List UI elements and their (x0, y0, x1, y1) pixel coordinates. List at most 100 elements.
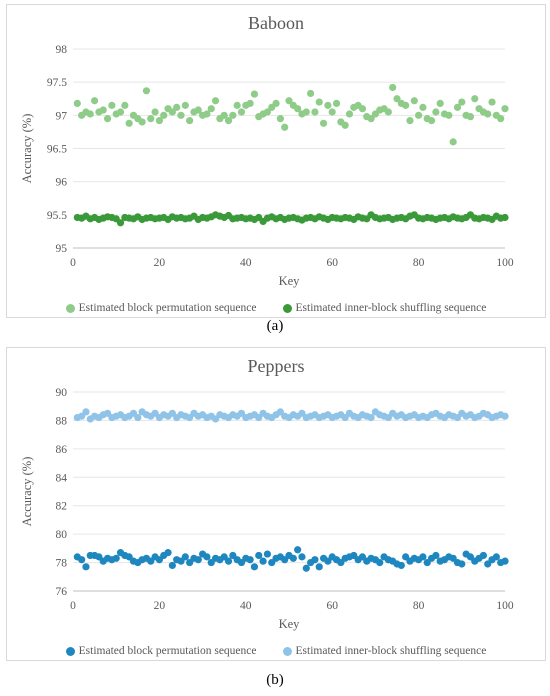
chart-panel-peppers: Peppers 76 78 80 82 84 86 88 90 0 20 40 60 80 100 Key Ac… (6, 347, 546, 661)
y-tick-label: 86 (56, 444, 68, 456)
y-tick-label: 90 (56, 387, 68, 399)
data-point (285, 97, 293, 105)
legend-marker-icon (65, 646, 75, 656)
data-point (220, 111, 228, 119)
data-point (393, 95, 401, 103)
x-axis-label: Key (279, 617, 301, 631)
data-point (82, 408, 90, 416)
legend-label: Estimated inner-block shuffling sequence (295, 302, 487, 314)
data-point (86, 110, 94, 118)
chart-svg-baboon: Baboon 95 95.5 96 96.5 97 97.5 98 0 20 40 60 80 100 Ke… (20, 13, 514, 288)
x-tick-label: 40 (240, 257, 252, 269)
y-axis-label: Accuracy (%) (20, 457, 34, 527)
data-point (410, 97, 418, 105)
data-point (224, 117, 233, 125)
data-point (246, 99, 254, 107)
data-point (501, 557, 509, 565)
data-point (488, 98, 496, 106)
data-point (263, 550, 271, 558)
data-point (436, 99, 444, 107)
legend-entry: Estimated block permutation sequence (65, 645, 257, 657)
legend-label: Estimated block permutation sequence (78, 645, 257, 657)
x-tick-label: 80 (413, 600, 425, 612)
x-tick-label: 0 (70, 257, 76, 269)
data-point (255, 551, 263, 560)
legend-marker-icon (282, 303, 292, 313)
y-tick-label: 88 (56, 415, 68, 427)
legend-entry: Estimated inner-block shuffling sequence (282, 302, 487, 314)
data-point (125, 119, 133, 127)
data-point (181, 553, 189, 561)
data-point (501, 105, 509, 113)
data-point (419, 103, 427, 111)
data-point (116, 219, 125, 227)
data-point (168, 561, 176, 570)
data-point (263, 108, 271, 116)
data-point (181, 101, 189, 109)
y-tick-label: 84 (56, 472, 68, 484)
y-tick-label: 95.5 (47, 210, 67, 222)
data-point (294, 546, 302, 554)
x-tick-label: 0 (70, 600, 76, 612)
data-point (345, 110, 354, 118)
data-point (406, 117, 414, 125)
legend-label: Estimated inner-block shuffling sequence (295, 645, 487, 657)
y-tick-label: 96 (56, 177, 68, 189)
data-point (453, 103, 462, 111)
data-point (155, 117, 163, 125)
data-point (419, 553, 427, 561)
data-point (458, 560, 466, 568)
legend-entry: Estimated inner-block shuffling sequence (282, 645, 487, 657)
data-point (466, 113, 475, 121)
data-point (147, 115, 155, 123)
data-point (250, 90, 259, 98)
data-point (324, 101, 332, 109)
data-point (432, 551, 440, 560)
data-point (501, 213, 509, 222)
x-tick-label: 60 (326, 600, 338, 612)
data-point (281, 123, 289, 131)
data-point (168, 108, 176, 116)
y-tick-label: 97 (56, 110, 68, 122)
data-point (121, 101, 129, 109)
chart-svg-peppers: Peppers 76 78 80 82 84 86 88 90 0 20 40 60 80 100 Key Ac… (20, 356, 514, 631)
data-point (246, 556, 254, 564)
data-point (250, 563, 259, 571)
data-point (186, 117, 194, 125)
data-point (367, 413, 375, 422)
data-point (177, 111, 185, 119)
data-point (134, 413, 142, 422)
data-point (207, 105, 215, 113)
data-point (211, 97, 220, 105)
data-point (259, 557, 267, 565)
chart-title: Peppers (248, 356, 305, 376)
y-tick-label: 95 (56, 243, 68, 255)
legend-marker-icon (65, 303, 75, 313)
data-point (302, 108, 310, 116)
legend-marker-icon (282, 646, 292, 656)
x-tick-label: 100 (496, 257, 514, 269)
data-point (138, 118, 146, 126)
legend-baboon: Estimated block permutation sequence Esti… (7, 302, 545, 314)
data-point (294, 105, 302, 113)
data-point (194, 556, 202, 564)
data-point (315, 563, 323, 571)
x-tick-label: 100 (496, 600, 514, 612)
data-point (341, 121, 349, 129)
data-point (160, 111, 168, 119)
data-point (471, 95, 479, 103)
data-point (229, 111, 237, 119)
data-point (492, 553, 500, 561)
data-point (237, 108, 246, 116)
y-tick-label: 97.5 (47, 77, 67, 89)
x-tick-label: 60 (326, 257, 338, 269)
data-point (112, 554, 120, 562)
data-point (384, 108, 392, 116)
data-point (328, 108, 336, 116)
data-point (479, 551, 487, 560)
caption-a: (a) (266, 318, 284, 334)
data-point (311, 108, 319, 116)
data-point (82, 563, 90, 571)
data-point (116, 108, 125, 116)
data-point (484, 110, 492, 118)
